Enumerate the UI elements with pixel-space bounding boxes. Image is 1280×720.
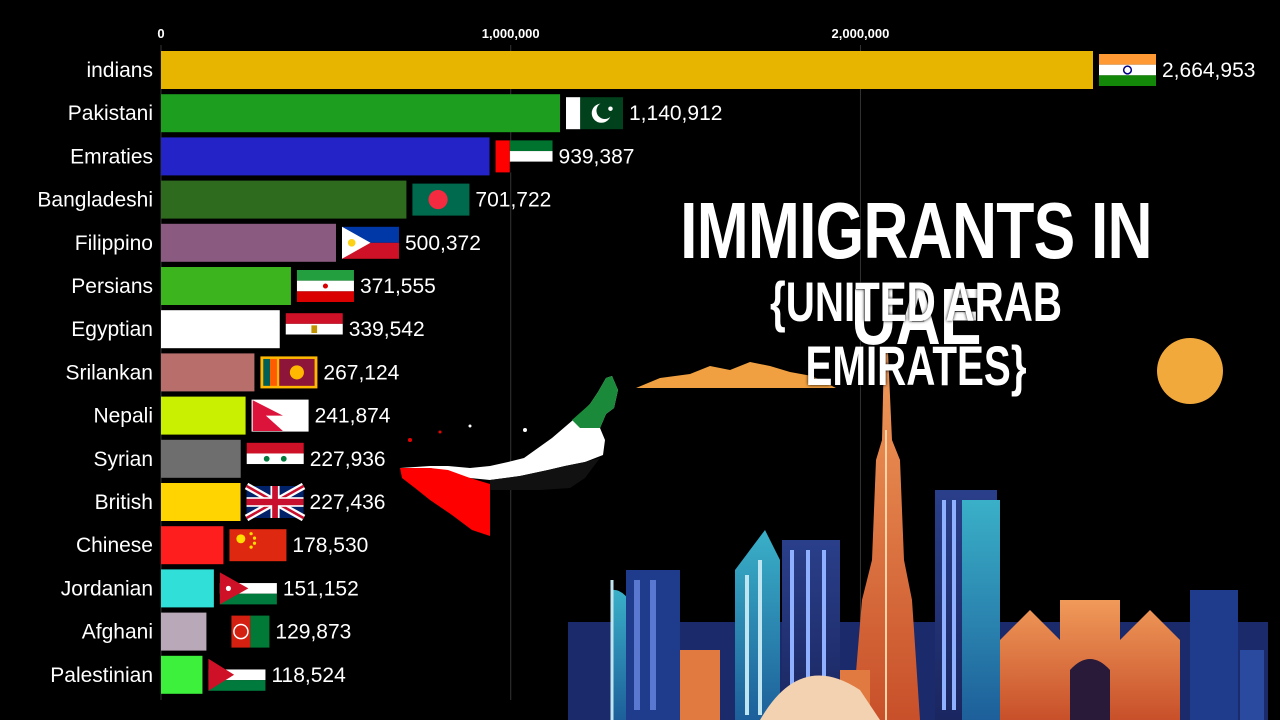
- value-label: 371,555: [360, 275, 436, 298]
- x-tick-label: 1,000,000: [482, 26, 540, 41]
- bar-row: Afghani 129,873: [82, 612, 351, 651]
- bangladesh-flag-icon: [412, 183, 470, 216]
- bar-row: Persians 371,555: [71, 267, 436, 305]
- bar-row: Chinese 178,530: [76, 526, 368, 565]
- category-label: Persians: [71, 275, 153, 298]
- x-tick-label: 2,000,000: [832, 26, 890, 41]
- bar: [161, 439, 241, 478]
- category-label: Srilankan: [65, 361, 153, 384]
- uae-map-flag-icon: [400, 376, 618, 536]
- iran-flag-icon: [296, 270, 354, 302]
- x-axis-ticks: 0 1,000,000 2,000,000: [157, 26, 889, 41]
- value-label: 178,530: [292, 534, 368, 557]
- value-label: 227,936: [310, 448, 386, 471]
- bar-row: indians 2,664,953: [86, 51, 1255, 89]
- bar-row: Bangladeshi 701,722: [37, 180, 551, 219]
- value-label: 500,372: [405, 232, 481, 255]
- bar: [161, 137, 490, 176]
- value-label: 118,524: [271, 664, 346, 687]
- uae-flag-icon: [495, 140, 553, 173]
- value-label: 151,152: [283, 577, 359, 600]
- bar: [161, 526, 224, 565]
- bar-row: Jordanian 151,152: [61, 569, 359, 608]
- category-label: British: [95, 491, 153, 514]
- category-label: Afghani: [82, 621, 153, 644]
- bar: [161, 655, 203, 694]
- bar: [161, 569, 214, 608]
- category-label: Pakistani: [68, 102, 153, 125]
- bar-row: Egyptian 339,542: [71, 310, 425, 349]
- category-label: Nepali: [93, 405, 153, 428]
- bar-row: Srilankan 267,124: [65, 353, 400, 392]
- bar: [161, 612, 207, 651]
- palestine-flag-icon: [208, 658, 266, 691]
- category-label: Syrian: [93, 448, 153, 471]
- value-label: 227,436: [310, 491, 386, 514]
- value-label: 241,874: [315, 405, 391, 428]
- category-label: Palestinian: [50, 664, 153, 687]
- category-label: Filippino: [75, 232, 153, 255]
- value-label: 2,664,953: [1162, 59, 1255, 82]
- chart-headline-subtitle: {UNITED ARAB EMIRATES}: [770, 270, 1062, 397]
- nepal-flag-icon: [251, 399, 309, 432]
- bar-row: Palestinian 118,524: [50, 655, 346, 694]
- dubai-skyline-icon: [568, 352, 1268, 720]
- bar-row: Emraties 939,387: [70, 137, 635, 176]
- pakistan-flag-icon: [566, 97, 624, 130]
- bar: [161, 267, 291, 305]
- sri-lanka-flag-icon: [260, 356, 318, 389]
- value-label: 129,873: [275, 621, 351, 644]
- bar: [161, 223, 336, 262]
- bar: [161, 396, 246, 435]
- jordan-flag-icon: [219, 572, 277, 605]
- category-label: Egyptian: [71, 318, 153, 341]
- value-label: 1,140,912: [629, 102, 722, 125]
- value-label: 339,542: [349, 318, 425, 341]
- bar: [161, 51, 1093, 89]
- category-label: Jordanian: [61, 577, 153, 600]
- bar: [161, 180, 407, 219]
- value-label: 267,124: [323, 361, 399, 384]
- bar: [161, 94, 561, 133]
- bar-row: Nepali 241,874: [93, 396, 391, 435]
- chart-headline-title: IMMIGRANTS IN UAE: [680, 186, 1152, 361]
- value-label: 701,722: [475, 189, 551, 212]
- philippines-flag-icon: [341, 226, 399, 259]
- category-label: Chinese: [76, 534, 153, 557]
- china-flag-icon: [229, 529, 287, 562]
- sun-icon: [1157, 338, 1223, 404]
- bar-row: British 227,436: [95, 482, 386, 522]
- bar-row: Filippino 500,372: [75, 223, 481, 262]
- egypt-flag-icon: [285, 313, 343, 346]
- category-label: Bangladeshi: [37, 189, 153, 212]
- cloud-icon: [636, 362, 836, 388]
- uk-flag-icon: [244, 482, 306, 522]
- x-tick-label: 0: [157, 26, 164, 41]
- bar-row: Pakistani 1,140,912: [68, 94, 722, 133]
- category-label: indians: [86, 59, 153, 82]
- value-label: 939,387: [559, 145, 635, 168]
- bar-row: Syrian 227,936: [93, 439, 386, 478]
- category-label: Emraties: [70, 145, 153, 168]
- bars: indians 2,664,953 Pakistani 1,140,912 Emrati…: [37, 51, 1255, 694]
- bar: [161, 353, 255, 392]
- india-flag-icon: [1099, 54, 1156, 86]
- afghanistan-flag-icon: [212, 615, 270, 648]
- bar: [161, 310, 280, 349]
- syria-flag-icon: [246, 442, 304, 475]
- bar: [161, 483, 241, 521]
